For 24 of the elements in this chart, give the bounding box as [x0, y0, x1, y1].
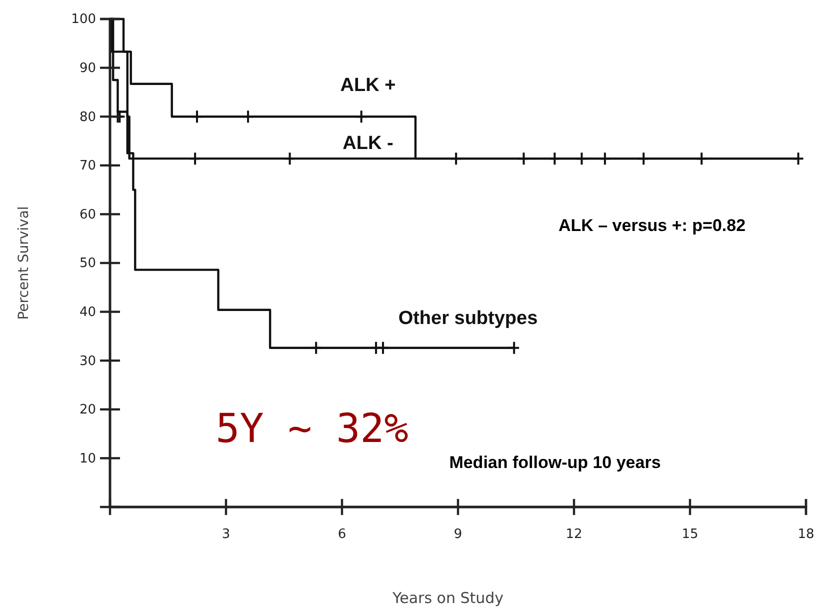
annotation: Median follow-up 10 years: [449, 453, 661, 472]
series-label: ALK -: [342, 133, 394, 154]
y-axis-title: Percent Survival: [16, 206, 32, 320]
annotation: 5Y ~ 32%: [216, 406, 408, 452]
y-tick-label: 50: [79, 256, 96, 272]
y-tick-label: 40: [79, 304, 96, 320]
x-tick-label: 15: [682, 527, 698, 542]
x-tick-label: 3: [222, 527, 230, 542]
x-tick-label: 12: [566, 527, 582, 542]
x-tick-label: 18: [798, 527, 814, 542]
y-tick-label: 90: [79, 60, 96, 76]
y-tick-label: 100: [71, 12, 96, 28]
y-tick-label: 20: [79, 402, 96, 418]
y-tick-label: 30: [79, 354, 96, 369]
series-label: ALK +: [340, 75, 396, 96]
x-axis-title: Years on Study: [391, 589, 504, 607]
y-tick-label: 60: [79, 207, 96, 222]
annotation: ALK – versus +: p=0.82: [558, 216, 746, 235]
x-tick-label: 9: [454, 527, 462, 542]
y-tick-label: 80: [79, 110, 96, 125]
series-label: Other subtypes: [398, 308, 538, 329]
y-tick-label: 10: [79, 451, 96, 466]
y-tick-label: 70: [79, 158, 96, 174]
x-tick-label: 6: [338, 527, 346, 542]
